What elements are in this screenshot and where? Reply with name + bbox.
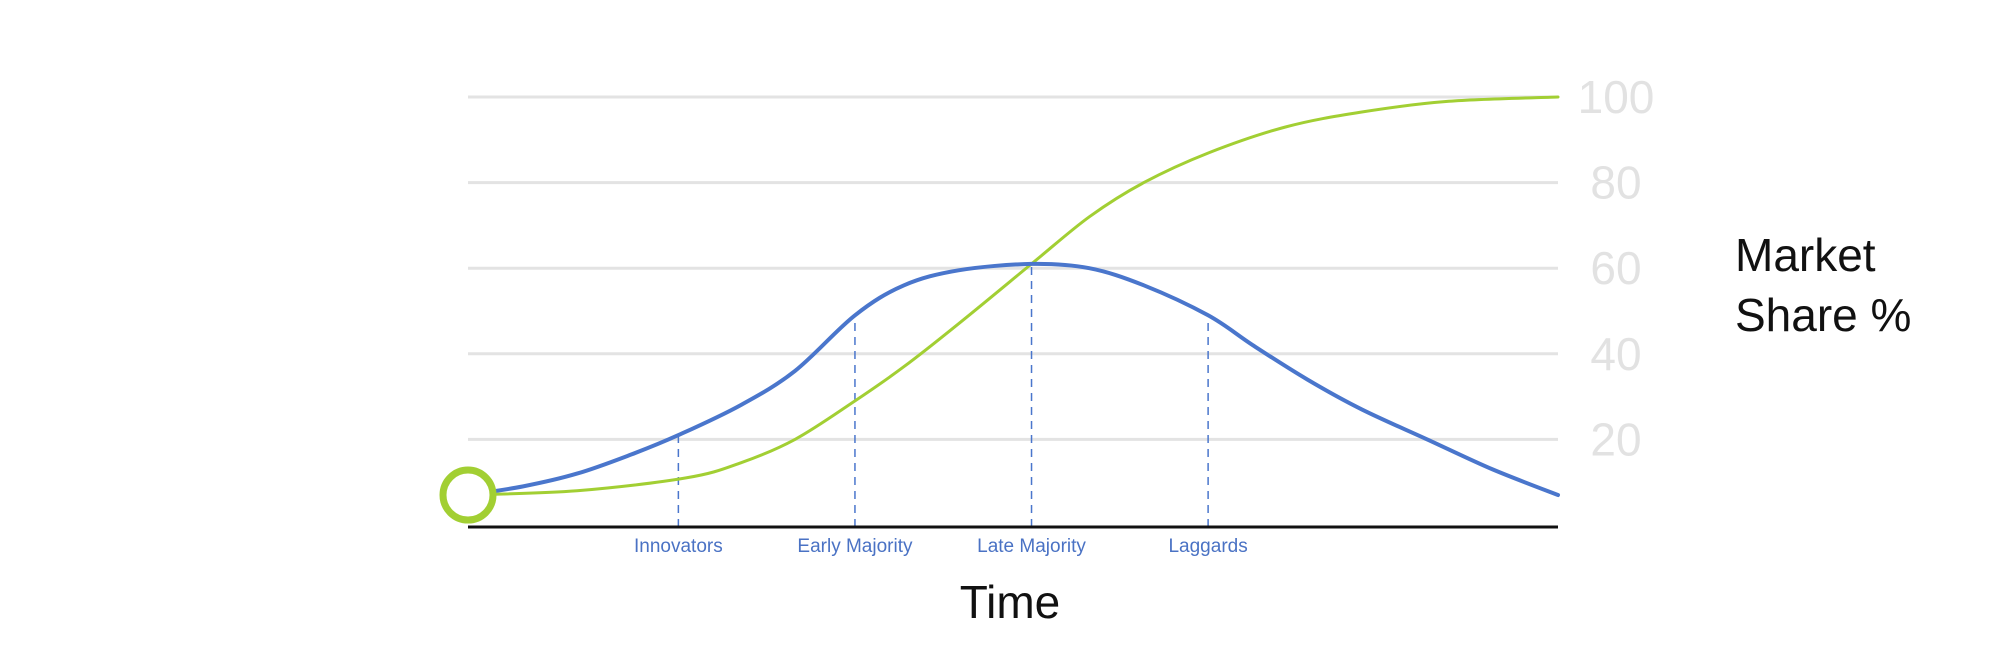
series-line-1 xyxy=(466,95,1560,497)
category-label-2: Late Majority xyxy=(977,536,1086,557)
category-label-1: Early Majority xyxy=(797,536,913,557)
x-axis-title: Time xyxy=(960,576,1061,628)
y-tick-label-20: 20 xyxy=(1590,413,1641,465)
series-group xyxy=(439,95,1560,524)
y-axis-title-line-2: Share % xyxy=(1735,289,1911,341)
category-guides xyxy=(677,263,1209,527)
start-marker xyxy=(439,466,497,524)
category-labels: Innovators Early Majority Late Majority Lag… xyxy=(634,536,1248,557)
gridlines xyxy=(468,95,1558,441)
y-tick-label-60: 60 xyxy=(1590,242,1641,294)
series-line-0 xyxy=(466,261,1560,497)
y-tick-label-40: 40 xyxy=(1590,328,1641,380)
category-label-0: Innovators xyxy=(634,536,723,557)
y-tick-label-100: 100 xyxy=(1578,71,1655,123)
y-axis-title-line-1: Market xyxy=(1735,229,1876,281)
y-tick-labels: 20 40 60 80 100 xyxy=(1578,71,1655,465)
category-label-3: Laggards xyxy=(1168,536,1247,557)
y-tick-label-80: 80 xyxy=(1590,157,1641,209)
